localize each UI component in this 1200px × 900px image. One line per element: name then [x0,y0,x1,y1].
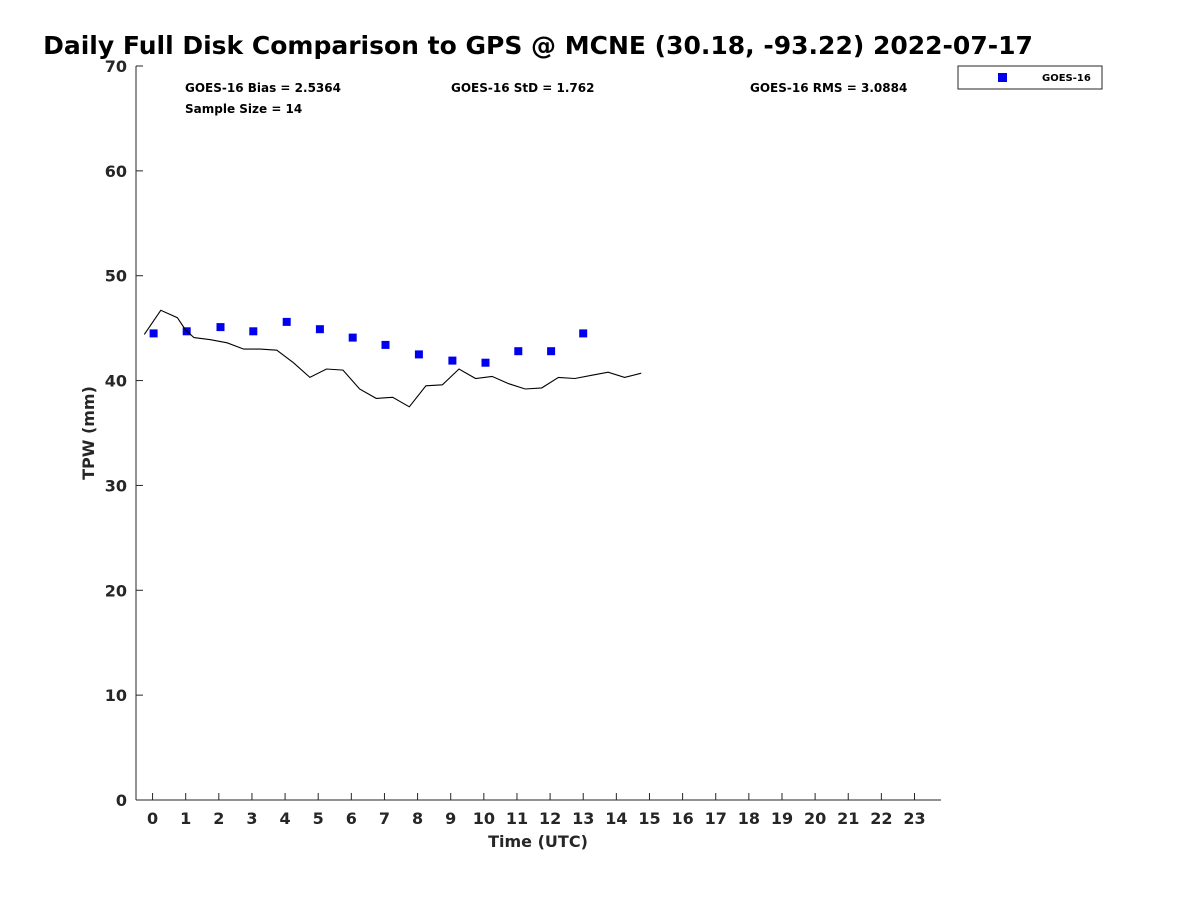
x-tick-label: 10 [473,809,495,828]
goes16-point [216,323,225,332]
x-axis-label: Time (UTC) [488,832,588,851]
goes16-point [348,333,357,342]
x-tick-label: 11 [506,809,528,828]
x-tick-label: 3 [246,809,257,828]
y-ticks: 0 10 20 30 40 50 60 70 [105,57,143,810]
y-tick-label: 70 [105,57,127,76]
y-tick-label: 10 [105,686,127,705]
chart-title: Daily Full Disk Comparison to GPS @ MCNE… [43,31,1033,60]
stats-block: GOES-16 Bias = 2.5364 GOES-16 StD = 1.76… [185,81,907,116]
x-tick-label: 14 [605,809,627,828]
x-tick-label: 15 [638,809,660,828]
x-tick-label: 4 [280,809,291,828]
goes16-point [547,347,556,356]
y-tick-label: 20 [105,581,127,600]
y-tick-label: 40 [105,372,127,391]
x-tick-label: 19 [771,809,793,828]
goes16-point [315,325,324,334]
legend: GOES-16 [957,65,1103,90]
x-tick-label: 21 [837,809,859,828]
x-tick-label: 23 [903,809,925,828]
stat-std: GOES-16 StD = 1.762 [451,81,594,95]
y-tick-label: 30 [105,476,127,495]
x-tick-label: 12 [539,809,561,828]
stat-rms: GOES-16 RMS = 3.0884 [750,81,907,95]
stat-bias: GOES-16 Bias = 2.5364 [185,81,341,95]
x-tick-label: 0 [147,809,158,828]
goes16-point [381,340,390,349]
goes16-point [514,347,523,356]
axes [135,66,941,801]
goes16-point [579,329,588,338]
x-tick-label: 5 [313,809,324,828]
legend-label: GOES-16 [1042,73,1091,84]
x-tick-label: 9 [445,809,456,828]
legend-box [957,65,1103,90]
y-tick-label: 60 [105,162,127,181]
x-tick-label: 1 [180,809,191,828]
goes16-point [249,327,258,336]
x-tick-label: 22 [870,809,892,828]
x-ticks: 0 1 2 3 4 5 6 7 8 9 10 11 12 13 14 15 16 17 18 19 20 21 22 23 [147,793,926,828]
x-tick-label: 16 [671,809,693,828]
y-tick-label: 50 [105,267,127,286]
legend-marker [998,73,1007,82]
x-tick-label: 2 [213,809,224,828]
x-tick-label: 17 [705,809,727,828]
x-tick-label: 6 [346,809,357,828]
y-tick-label: 0 [116,791,127,810]
x-tick-label: 18 [738,809,760,828]
gps-line [143,309,642,408]
goes16-point [149,329,158,338]
stat-sample-size: Sample Size = 14 [185,102,302,116]
x-tick-label: 7 [379,809,390,828]
y-axis-label: TPW (mm) [79,386,98,480]
goes16-point [448,356,457,365]
goes16-point [414,350,423,359]
x-tick-label: 13 [572,809,594,828]
x-tick-label: 8 [412,809,423,828]
goes16-point [481,358,490,367]
x-tick-label: 20 [804,809,826,828]
series-layer [143,309,642,408]
goes16-point [282,317,291,326]
